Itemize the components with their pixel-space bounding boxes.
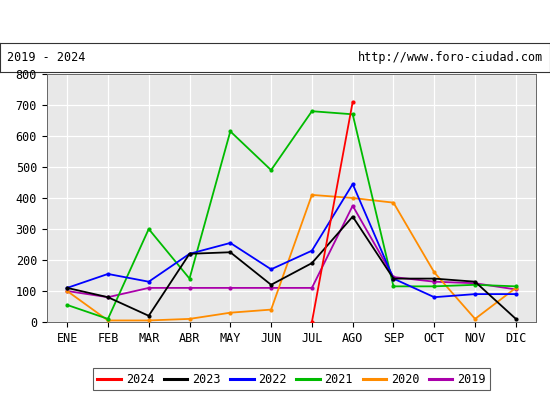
Text: Evolucion Nº Turistas Nacionales en el municipio de Cihuela: Evolucion Nº Turistas Nacionales en el m… <box>17 14 533 29</box>
Legend: 2024, 2023, 2022, 2021, 2020, 2019: 2024, 2023, 2022, 2021, 2020, 2019 <box>92 368 491 390</box>
Text: 2019 - 2024: 2019 - 2024 <box>7 51 85 64</box>
Text: http://www.foro-ciudad.com: http://www.foro-ciudad.com <box>358 51 543 64</box>
